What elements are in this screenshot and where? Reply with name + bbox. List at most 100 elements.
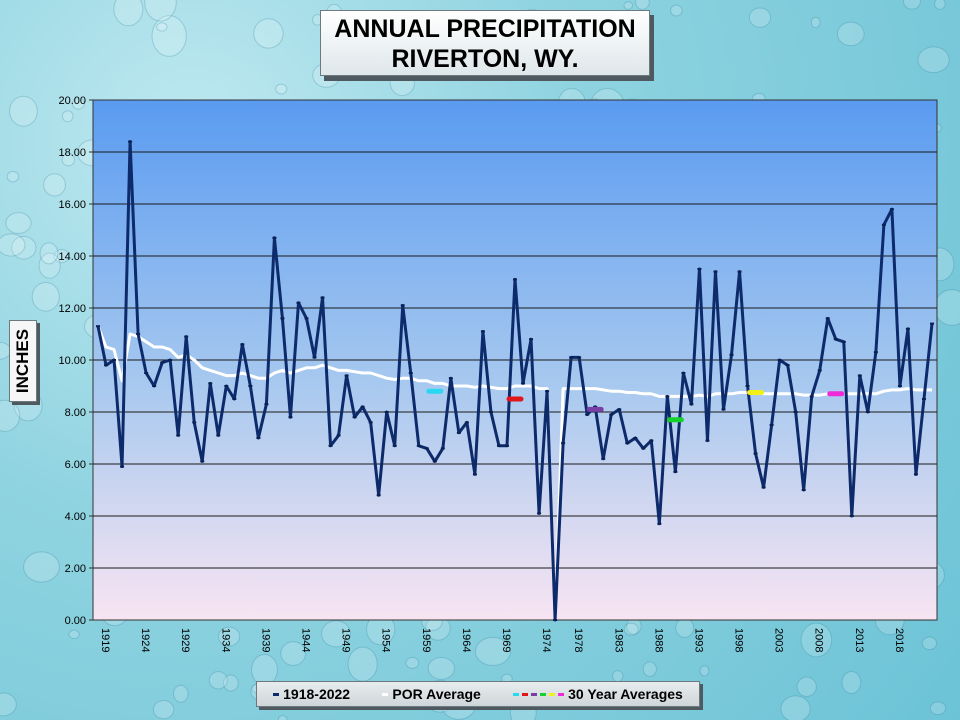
y-tick-label: 6.00 — [65, 459, 86, 471]
legend-swatch — [522, 692, 529, 696]
legend-label-annual: 1918-2022 — [283, 686, 351, 702]
legend-swatch — [513, 692, 520, 696]
series-layer — [96, 140, 934, 622]
water-drop — [218, 626, 241, 647]
water-drop — [427, 656, 456, 680]
annual-point — [737, 270, 742, 273]
annual-point — [585, 413, 590, 416]
annual-point — [761, 486, 766, 489]
annual-point — [729, 353, 734, 356]
x-tick-label: 1929 — [179, 628, 191, 652]
annual-point — [120, 465, 125, 468]
annual-point — [601, 457, 606, 460]
annual-point — [240, 343, 245, 346]
annual-point — [424, 447, 429, 450]
y-tick-labels: 0.00 2.00 4.00 6.00 8.00 10.00 12.00 14.00 16.00… — [58, 95, 86, 627]
legend-swatches-thirty-year — [513, 692, 565, 696]
y-tick-label: 16.00 — [58, 199, 86, 211]
water-drop — [277, 715, 288, 720]
annual-point — [160, 361, 165, 364]
annual-point — [665, 395, 670, 398]
y-tick-label: 8.00 — [65, 407, 86, 419]
annual-point — [657, 522, 662, 525]
annual-point — [865, 411, 870, 413]
annual-point — [913, 473, 918, 476]
water-drop — [0, 233, 26, 257]
x-tick-label: 1934 — [219, 628, 231, 652]
x-tick-label: 1964 — [460, 628, 472, 652]
annual-point — [897, 385, 902, 387]
annual-point — [849, 515, 854, 517]
annual-point — [561, 442, 566, 445]
x-tick-label: 1998 — [733, 628, 745, 652]
annual-point — [496, 444, 501, 447]
water-drop — [253, 18, 284, 49]
x-tick-label: 1993 — [692, 628, 704, 652]
water-drop — [151, 15, 187, 57]
annual-point — [248, 385, 253, 387]
annual-point — [384, 411, 389, 413]
annual-point — [905, 327, 910, 330]
annual-point — [320, 296, 325, 299]
water-drop — [405, 656, 420, 669]
y-tick-label: 12.00 — [58, 303, 86, 315]
annual-point — [825, 317, 830, 320]
water-drop — [53, 248, 70, 264]
water-drop — [152, 700, 175, 720]
annual-point — [96, 325, 100, 328]
annual-point — [817, 369, 822, 372]
annual-point — [224, 385, 229, 387]
legend-swatch — [549, 692, 556, 696]
annual-point — [280, 317, 285, 320]
water-drop — [321, 620, 351, 648]
annual-point — [416, 444, 421, 447]
annual-point — [376, 494, 381, 497]
annual-point — [192, 421, 197, 424]
water-drop — [275, 83, 288, 95]
annual-point — [288, 416, 293, 419]
annual-point — [176, 434, 181, 437]
x-tick-label: 1988 — [652, 628, 664, 652]
water-drop — [699, 665, 710, 677]
legend-item-por: POR Average — [382, 686, 481, 702]
y-tick-label: 20.00 — [58, 95, 86, 107]
annual-point — [464, 421, 469, 424]
annual-point — [336, 434, 341, 437]
annual-point — [440, 447, 445, 450]
water-drop — [903, 0, 921, 10]
water-drop — [223, 674, 239, 692]
water-drop — [921, 636, 938, 651]
x-tick-labels: 1919 1924 1929 1934 1939 1944 1949 1954 1959 1964… — [99, 628, 905, 652]
legend-swatch-annual — [273, 692, 280, 696]
annual-point — [152, 385, 157, 387]
water-drop — [6, 170, 20, 183]
annual-point — [777, 359, 782, 361]
annual-point — [200, 460, 205, 463]
annual-point — [873, 351, 878, 354]
annual-point — [432, 460, 437, 463]
annual-point — [617, 408, 622, 411]
annual-point — [104, 364, 109, 367]
annual-point — [488, 411, 493, 413]
water-drop — [623, 622, 639, 636]
annual-point — [352, 416, 357, 419]
water-drop — [144, 0, 177, 22]
legend-item-thirty-year: 30 Year Averages — [513, 686, 683, 702]
annual-point — [344, 374, 349, 377]
water-drop — [280, 641, 307, 666]
chart-subtitle: RIVERTON, WY. — [391, 45, 579, 73]
water-drop — [39, 242, 59, 265]
x-tick-label: 1954 — [380, 628, 392, 652]
annual-point — [408, 372, 413, 374]
x-tick-label: 1939 — [259, 628, 271, 652]
annual-point — [649, 439, 654, 442]
annual-point — [801, 489, 806, 491]
x-tick-label: 1924 — [139, 628, 151, 652]
annual-point — [689, 403, 694, 406]
x-tick-label: 1959 — [420, 628, 432, 652]
annual-point — [769, 424, 774, 426]
water-drop — [800, 622, 833, 658]
annual-point — [144, 372, 149, 374]
legend-swatch — [558, 692, 565, 696]
water-drop — [23, 551, 60, 583]
